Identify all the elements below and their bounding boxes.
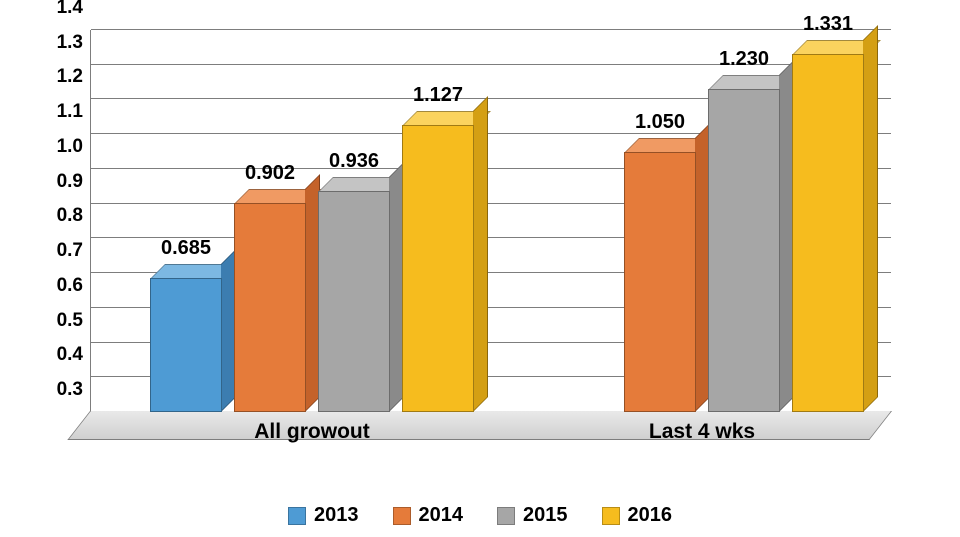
category-label: All growout	[254, 420, 369, 444]
legend-label: 2013	[314, 504, 359, 527]
gridline	[91, 29, 891, 30]
bar-value-label: 0.685	[161, 237, 211, 260]
bar-value-label: 1.127	[413, 84, 463, 107]
legend-label: 2015	[523, 504, 568, 527]
bar-2015: 0.936	[318, 191, 390, 412]
legend-label: 2014	[419, 504, 464, 527]
legend: 2013 2014 2015 2016	[288, 504, 672, 527]
y-tick-label: 1.4	[57, 0, 83, 19]
y-tick-label: 0.6	[57, 275, 83, 297]
bar-front-face	[234, 203, 306, 412]
bar-front-face	[318, 191, 390, 412]
bar-2014: 0.902	[234, 203, 306, 412]
y-tick-label: 1.0	[57, 136, 83, 158]
bar-side-face	[473, 96, 488, 412]
bar-2016: 1.331	[792, 54, 864, 412]
y-tick-label: 0.5	[57, 310, 83, 332]
y-tick-label: 0.9	[57, 171, 83, 193]
floor	[67, 411, 892, 440]
y-tick-label: 1.2	[57, 66, 83, 88]
bar-front-face	[792, 54, 864, 412]
legend-swatch	[393, 507, 411, 525]
y-tick-label: 0.4	[57, 344, 83, 366]
bar-front-face	[624, 152, 696, 412]
y-tick-label: 0.8	[57, 205, 83, 227]
plot-area: 0.30.40.50.60.70.80.91.01.11.21.31.4 0.6…	[90, 30, 890, 440]
bar-front-face	[708, 89, 780, 412]
legend-label: 2016	[628, 504, 673, 527]
legend-swatch	[497, 507, 515, 525]
y-tick-label: 1.1	[57, 101, 83, 123]
bar-2013: 0.685	[150, 278, 222, 412]
y-tick-label: 0.3	[57, 379, 83, 401]
legend-item-2015: 2015	[497, 504, 568, 527]
bar-value-label: 1.050	[635, 111, 685, 134]
y-tick-label: 0.7	[57, 240, 83, 262]
bar-2015: 1.230	[708, 89, 780, 412]
legend-swatch	[288, 507, 306, 525]
y-tick-label: 1.3	[57, 32, 83, 54]
bar-value-label: 0.902	[245, 162, 295, 185]
bar-value-label: 1.230	[719, 48, 769, 71]
bar-front-face	[150, 278, 222, 412]
legend-item-2014: 2014	[393, 504, 464, 527]
bar-chart: 0.3 0.4 0.5 0.6 0.7 0.8 0.9 1.0 1.1 1.2 1.3 1.4 0.6…	[0, 0, 960, 537]
bar-2014: 1.050	[624, 152, 696, 412]
category-label: Last 4 wks	[649, 420, 755, 444]
gridline	[91, 64, 891, 65]
bar-2016: 1.127	[402, 125, 474, 412]
bar-side-face	[863, 25, 878, 412]
legend-swatch	[602, 507, 620, 525]
bar-value-label: 1.331	[803, 13, 853, 36]
bar-value-label: 0.936	[329, 150, 379, 173]
bar-front-face	[402, 125, 474, 412]
legend-item-2013: 2013	[288, 504, 359, 527]
legend-item-2016: 2016	[602, 504, 673, 527]
